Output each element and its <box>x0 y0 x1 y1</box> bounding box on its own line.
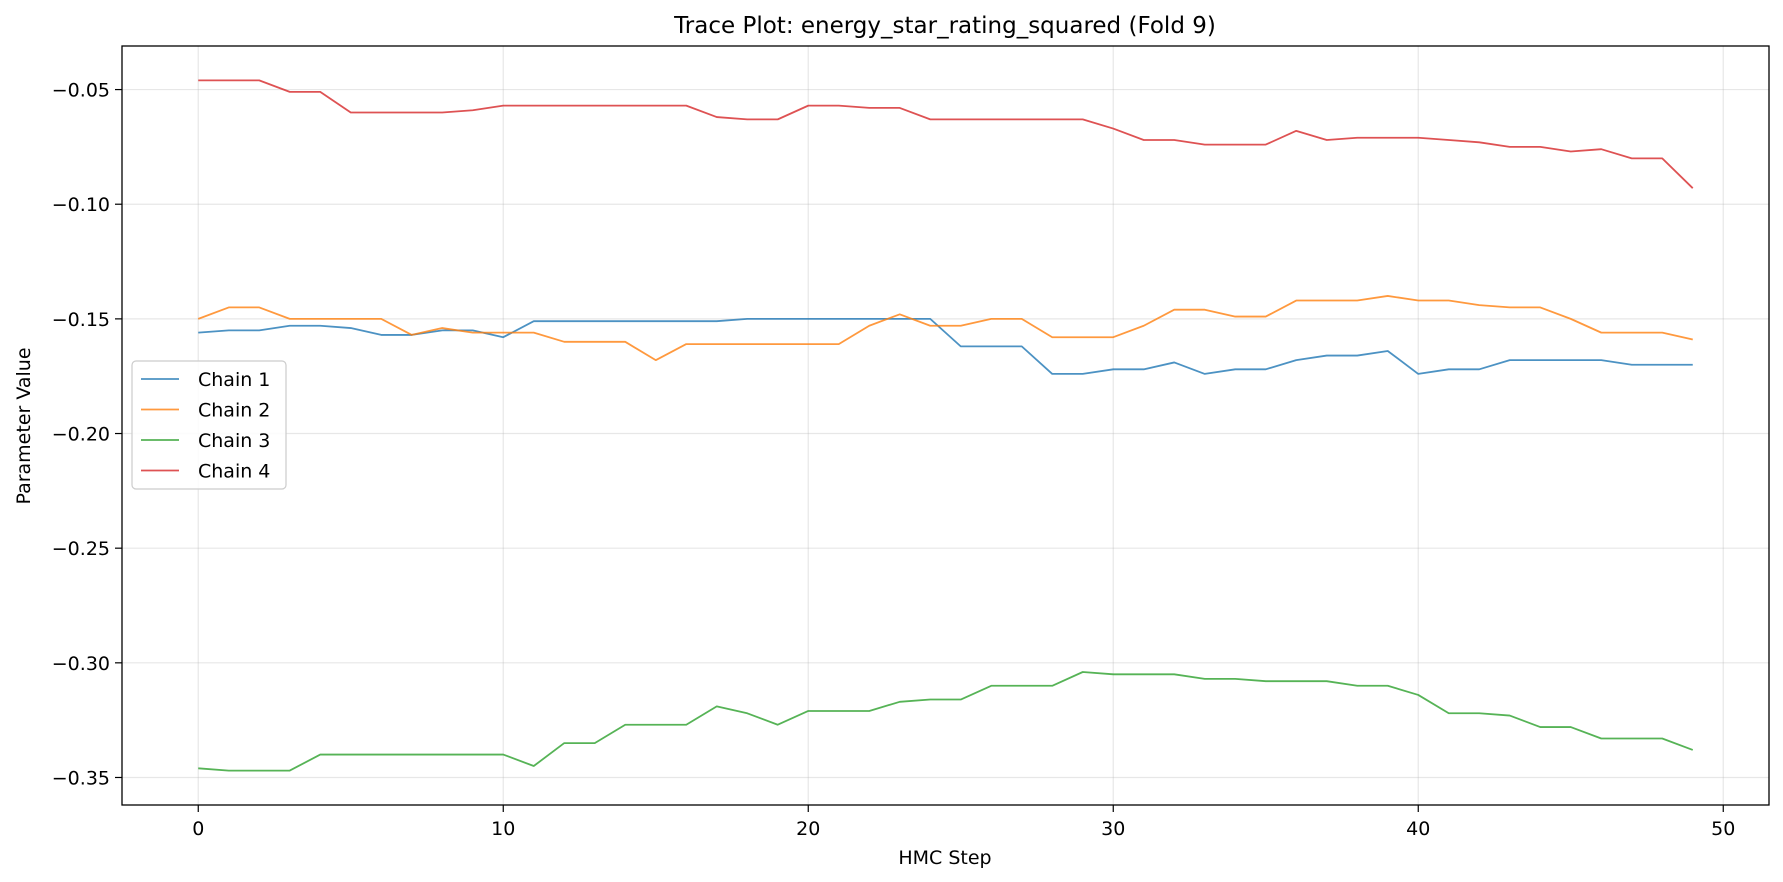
y-axis-ticks: −0.05 −0.10 −0.15 −0.20 −0.25 −0.30 −0.35 <box>52 80 122 789</box>
legend-label-chain-3: Chain 3 <box>198 430 270 452</box>
grid <box>122 46 1769 805</box>
series-line-chain-2 <box>197 295 1693 362</box>
x-tick-label: 50 <box>1711 818 1735 840</box>
x-tick-label: 30 <box>1101 818 1125 840</box>
y-tick-label: −0.25 <box>52 538 110 560</box>
series-line-chain-4 <box>198 79 1694 189</box>
x-axis-ticks: 0 10 20 30 40 50 <box>192 805 1735 840</box>
y-tick-label: −0.10 <box>52 194 110 216</box>
y-tick-label: −0.20 <box>52 424 110 446</box>
series-line-chain-3 <box>198 671 1694 772</box>
legend-label-chain-1: Chain 1 <box>198 369 270 391</box>
legend: Chain 1 Chain 2 Chain 3 Chain 4 <box>131 360 287 490</box>
series-line-chain-1 <box>198 317 1693 375</box>
legend-label-chain-2: Chain 2 <box>198 400 270 422</box>
y-tick-label: −0.35 <box>52 767 110 789</box>
x-tick-label: 20 <box>796 818 820 840</box>
x-tick-label: 10 <box>491 818 515 840</box>
legend-label-chain-4: Chain 4 <box>198 461 270 483</box>
chart-title: Trace Plot: energy_star_rating_squared (… <box>673 13 1216 39</box>
x-axis-label: HMC Step <box>898 847 991 869</box>
plot-area-frame <box>121 45 1770 806</box>
series-lines <box>197 79 1694 772</box>
y-tick-label: −0.15 <box>52 309 110 331</box>
y-tick-label: −0.30 <box>52 653 110 675</box>
y-tick-label: −0.05 <box>52 80 110 102</box>
x-tick-label: 40 <box>1406 818 1430 840</box>
y-axis-label: Parameter Value <box>13 347 35 504</box>
x-tick-label: 0 <box>192 818 204 840</box>
legend-box <box>131 360 287 490</box>
